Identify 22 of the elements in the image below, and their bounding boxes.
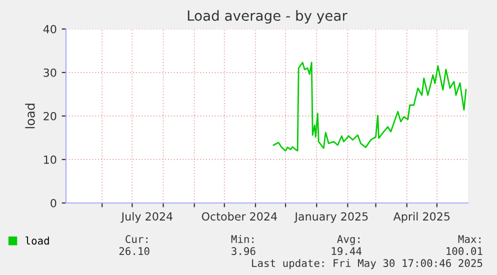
y-tick-label: 30 xyxy=(44,68,56,77)
text: 100.01 xyxy=(446,247,482,256)
x-tick-label: July 2024 xyxy=(120,212,172,223)
line-series xyxy=(272,62,467,152)
text: Avg: xyxy=(337,235,360,246)
y-tick-label: 20 xyxy=(44,112,56,120)
text: Last update: Fri May 30 17:00:46 2025 xyxy=(252,258,482,270)
y-axis-title: load xyxy=(25,104,35,128)
text: Max: xyxy=(458,235,480,244)
text: 19.44 xyxy=(332,247,362,256)
x-tick-label: January 2025 xyxy=(294,212,368,223)
y-tick-label: 10 xyxy=(44,155,56,164)
text: 3.96 xyxy=(232,247,256,256)
text: Cur: xyxy=(126,235,148,244)
x-tick-label: April 2025 xyxy=(393,212,450,223)
x-tick-label: October 2024 xyxy=(202,212,277,221)
text: 26.10 xyxy=(119,247,150,256)
y-tick-label: 40 xyxy=(43,24,56,34)
legend-label: load xyxy=(26,236,49,245)
chart-title: Load average - by year xyxy=(188,10,348,24)
y-tick-label: 0 xyxy=(50,198,56,208)
text: Min: xyxy=(231,234,254,243)
